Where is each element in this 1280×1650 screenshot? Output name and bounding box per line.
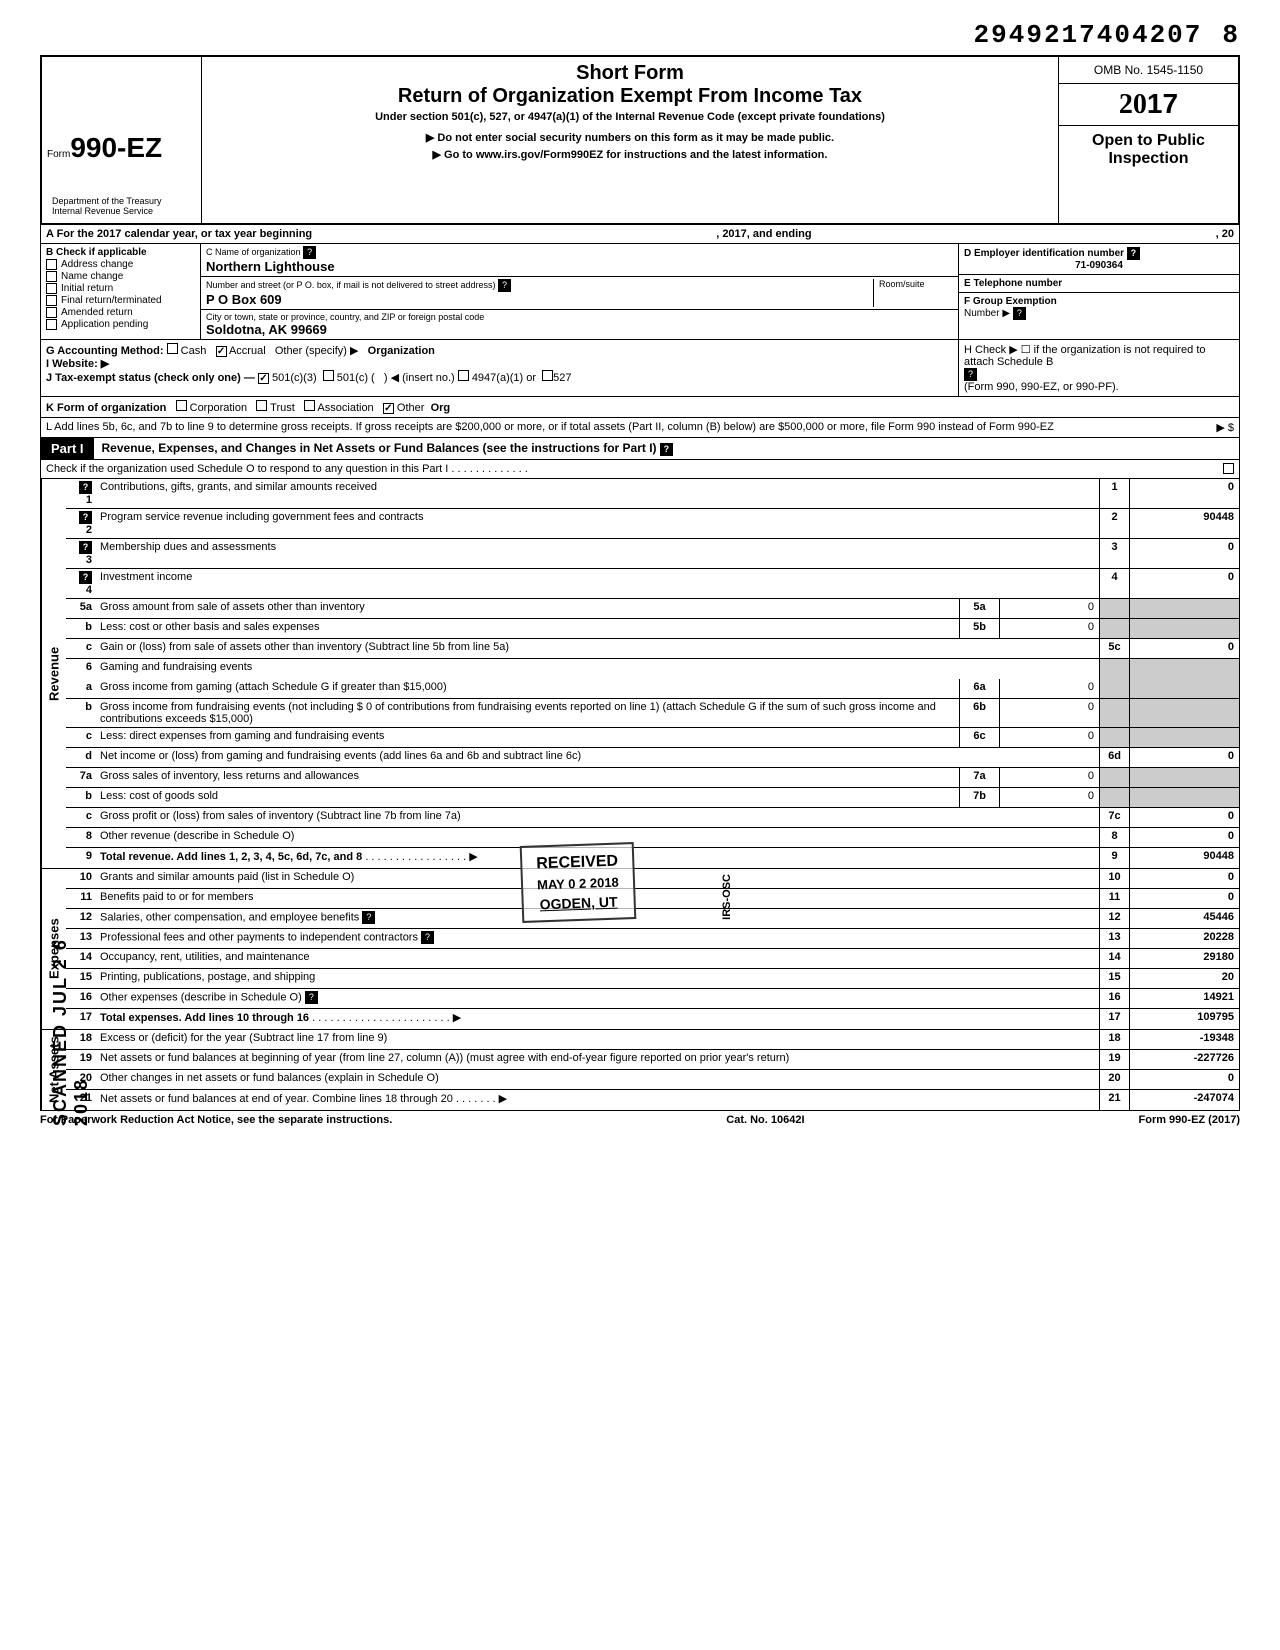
form-note-2: ▶ Go to www.irs.gov/Form990EZ for instru… [212, 148, 1048, 161]
line-17-value: 109795 [1129, 1009, 1239, 1029]
line-15-value: 20 [1129, 969, 1239, 988]
form-number: 990-EZ [70, 132, 162, 163]
org-address: P O Box 609 [206, 292, 873, 307]
help-icon[interactable]: ? [660, 443, 673, 456]
help-icon[interactable]: ? [362, 911, 375, 924]
part-1-header: Part I Revenue, Expenses, and Changes in… [40, 438, 1240, 460]
checkbox-trust[interactable] [256, 400, 267, 411]
scanned-stamp: SCANNED JUL 2 6 2018 [50, 920, 92, 1126]
line-7c-value: 0 [1129, 808, 1239, 827]
section-de: D Employer identification number ? 71-09… [959, 244, 1239, 339]
ein: 71-090364 [964, 260, 1234, 271]
form-note-1: ▶ Do not enter social security numbers o… [212, 131, 1048, 144]
line-20-value: 0 [1129, 1070, 1239, 1089]
checkbox-association[interactable] [304, 400, 315, 411]
page-footer: For Paperwork Reduction Act Notice, see … [40, 1114, 1240, 1126]
checkbox-501c3[interactable] [258, 373, 269, 384]
checkbox-application-pending[interactable] [46, 319, 57, 330]
checkbox-initial-return[interactable] [46, 283, 57, 294]
help-icon[interactable]: ? [79, 571, 92, 584]
org-city: Soldotna, AK 99669 [206, 322, 953, 337]
checkbox-final-return[interactable] [46, 295, 57, 306]
row-a-tax-year: A For the 2017 calendar year, or tax yea… [40, 225, 1240, 244]
document-number: 29492174042078 [40, 20, 1240, 50]
help-icon[interactable]: ? [498, 279, 511, 292]
line-21-value: -247074 [1129, 1090, 1239, 1110]
irs-osc-stamp: IRS-OSC [721, 874, 733, 920]
row-h-schedule-b: H Check ▶ ☐ if the organization is not r… [959, 340, 1239, 396]
section-c-org-info: C Name of organization ? Northern Lighth… [201, 244, 959, 339]
checkbox-amended-return[interactable] [46, 307, 57, 318]
line-11-value: 0 [1129, 889, 1239, 908]
line-2-value: 90448 [1129, 509, 1239, 538]
department-label: Department of the Treasury Internal Reve… [47, 194, 196, 218]
checkbox-other-org[interactable] [383, 403, 394, 414]
org-name: Northern Lighthouse [206, 259, 953, 274]
revenue-section-label: Revenue [41, 479, 66, 868]
help-icon[interactable]: ? [303, 246, 316, 259]
line-16-value: 14921 [1129, 989, 1239, 1008]
form-subtitle: Under section 501(c), 527, or 4947(a)(1)… [212, 111, 1048, 123]
checkbox-name-change[interactable] [46, 271, 57, 282]
inspection-notice: Open to Public Inspection [1059, 126, 1238, 174]
line-4-value: 0 [1129, 569, 1239, 598]
line-3-value: 0 [1129, 539, 1239, 568]
section-b-checkboxes: B Check if applicable Address change Nam… [41, 244, 201, 339]
help-icon[interactable]: ? [964, 368, 977, 381]
help-icon[interactable]: ? [79, 541, 92, 554]
line-6d-value: 0 [1129, 748, 1239, 767]
line-8-value: 0 [1129, 828, 1239, 847]
form-title-1: Short Form [212, 62, 1048, 85]
checkbox-address-change[interactable] [46, 259, 57, 270]
line-12-value: 45446 [1129, 909, 1239, 928]
line-19-value: -227726 [1129, 1050, 1239, 1069]
tax-year: 2017 [1059, 84, 1238, 126]
checkbox-accrual[interactable] [216, 346, 227, 357]
checkbox-501c[interactable] [323, 370, 334, 381]
row-k-form-org: K Form of organization Corporation Trust… [40, 397, 1240, 418]
checkbox-4947[interactable] [458, 370, 469, 381]
checkbox-corporation[interactable] [176, 400, 187, 411]
row-g-accounting: G Accounting Method: Cash Accrual Other … [41, 340, 959, 396]
form-header: Form990-EZ Department of the Treasury In… [40, 55, 1240, 225]
help-icon[interactable]: ? [79, 511, 92, 524]
help-icon[interactable]: ? [79, 481, 92, 494]
line-10-value: 0 [1129, 869, 1239, 888]
line-5c-value: 0 [1129, 639, 1239, 658]
help-icon[interactable]: ? [1013, 307, 1026, 320]
omb-number: OMB No. 1545-1150 [1059, 57, 1238, 84]
checkbox-527[interactable] [542, 370, 553, 381]
part-1-check: Check if the organization used Schedule … [40, 460, 1240, 479]
checkbox-schedule-o[interactable] [1223, 463, 1234, 474]
help-icon[interactable]: ? [305, 991, 318, 1004]
line-13-value: 20228 [1129, 929, 1239, 948]
line-1-value: 0 [1129, 479, 1239, 508]
line-9-value: 90448 [1129, 848, 1239, 868]
checkbox-cash[interactable] [167, 343, 178, 354]
help-icon[interactable]: ? [1127, 247, 1140, 260]
line-14-value: 29180 [1129, 949, 1239, 968]
row-l-gross-receipts: L Add lines 5b, 6c, and 7b to line 9 to … [40, 418, 1240, 438]
line-18-value: -19348 [1129, 1030, 1239, 1049]
help-icon[interactable]: ? [421, 931, 434, 944]
form-title-2: Return of Organization Exempt From Incom… [212, 85, 1048, 108]
